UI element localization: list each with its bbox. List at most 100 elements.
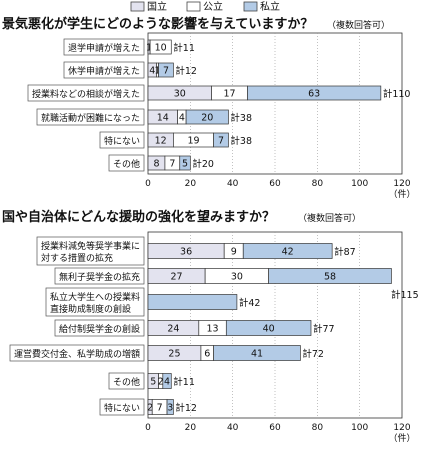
segment-value-label: 5 — [182, 159, 188, 170]
segment-value-label: 19 — [187, 136, 199, 147]
category-label: 退学申請が増えた — [68, 42, 140, 54]
total-label: 計38 — [230, 135, 252, 147]
category-label-box — [36, 236, 145, 266]
total-label: 計110 — [383, 88, 411, 100]
bar-segment-私立 — [268, 268, 392, 284]
total-label: 計11 — [173, 376, 195, 388]
total-label: 計77 — [313, 323, 335, 335]
segment-value-label: 25 — [168, 349, 180, 360]
category-label: 無利子奨学金の拡充 — [59, 271, 140, 283]
segment-value-label: 30 — [174, 89, 186, 100]
legend-label-private: 私立 — [260, 0, 280, 13]
category-label-box — [99, 131, 145, 149]
legend: 国立 公立 私立 — [130, 0, 280, 13]
category-label-box — [63, 61, 145, 79]
total-label: 計20 — [192, 158, 214, 170]
bar-segment-私立 — [162, 373, 172, 389]
bar-segment-私立 — [242, 243, 333, 259]
x-tick-label: 0 — [145, 423, 151, 433]
category-label-box — [9, 344, 145, 362]
segment-value-label: 58 — [324, 272, 336, 283]
category-label: 直接助成制度の創設 — [50, 303, 131, 315]
unit-label: （件） — [388, 188, 415, 200]
total-label: 計38 — [230, 112, 252, 124]
category-label-box — [54, 267, 145, 285]
segment-value-label: 7 — [218, 136, 224, 147]
total-label: 計87 — [334, 246, 356, 258]
category-label: 授業料などの相談が増えた — [32, 88, 140, 100]
segment-value-label: 8 — [153, 159, 159, 170]
bar-segment-私立 — [247, 85, 382, 101]
category-label: その他 — [113, 376, 140, 388]
category-label-box — [45, 287, 145, 317]
segment-value-label: 2 — [147, 403, 153, 414]
category-label: その他 — [113, 158, 140, 170]
chart1-plot: 0 20 40 60 80 100 120（件）退学申請が増えた 1 10 計11休学申請が増えた… — [27, 32, 416, 200]
category-label-box — [108, 372, 145, 390]
bar-segment-私立 — [213, 132, 229, 148]
segment-value-label: 36 — [180, 247, 192, 258]
segment-value-label: 7 — [169, 159, 175, 170]
x-tick-label: 120 — [393, 423, 410, 433]
segment-value-label: 42 — [282, 247, 294, 258]
category-label-box — [27, 84, 145, 102]
segment-value-label: 41 — [251, 349, 263, 360]
x-tick-label: 0 — [145, 179, 151, 189]
chart2-title: 国や自治体にどんな援助の強化を望みますか？ — [2, 209, 275, 225]
segment-value-label: 1 — [146, 43, 152, 54]
x-tick-label: 40 — [227, 423, 239, 433]
category-label: 私立大学生への授業料 — [50, 291, 140, 303]
category-label: 運営費交付金、私学助成の増額 — [14, 348, 140, 360]
chart1-title: 景気悪化が学生にどのような影響を与えていますか？ — [2, 16, 313, 32]
segment-value-label: 4 — [149, 66, 155, 77]
bar-segment-私立 — [179, 155, 191, 171]
legend-swatch-public — [186, 1, 201, 12]
segment-value-label: 3 — [167, 403, 173, 414]
category-label-box — [99, 398, 145, 416]
bar-segment-私立 — [147, 294, 238, 310]
x-tick-label: 60 — [269, 423, 281, 433]
category-label: 給付制奨学金の創設 — [59, 323, 140, 335]
bar-segment-私立 — [185, 109, 229, 125]
unit-label: （件） — [388, 432, 415, 444]
legend-swatch-private — [243, 1, 258, 12]
total-label: 計12 — [175, 402, 197, 414]
total-label: 計42 — [239, 297, 261, 309]
segment-value-label: 13 — [207, 324, 219, 335]
x-tick-label: 20 — [185, 423, 197, 433]
category-label-box — [36, 108, 145, 126]
x-tick-label: 20 — [185, 179, 197, 189]
segment-value-label: 4 — [164, 377, 170, 388]
bar-segment-私立 — [166, 399, 174, 415]
legend-label-public: 公立 — [203, 0, 223, 13]
legend-label-national: 国立 — [147, 0, 167, 13]
category-label-box — [108, 154, 145, 172]
x-tick-label: 60 — [269, 179, 281, 189]
segment-value-label: 30 — [231, 272, 243, 283]
x-tick-label: 120 — [393, 179, 410, 189]
total-label: 計72 — [302, 348, 324, 360]
segment-value-label: 12 — [155, 136, 167, 147]
segment-value-label: 4 — [179, 113, 185, 124]
bar-segment-私立 — [225, 320, 312, 336]
category-label: 休学申請が増えた — [68, 65, 140, 77]
total-label: 計11 — [173, 42, 195, 54]
segment-value-label: 5 — [150, 377, 156, 388]
segment-value-label: 27 — [171, 272, 183, 283]
segment-value-label: 20 — [201, 113, 213, 124]
total-label: 計115 — [391, 289, 419, 301]
segment-value-label: 7 — [163, 66, 169, 77]
segment-value-label: 6 — [204, 349, 210, 360]
category-label-box — [54, 319, 145, 337]
legend-swatch-national — [130, 1, 145, 12]
total-label: 計12 — [175, 65, 197, 77]
segment-value-label: 63 — [308, 89, 320, 100]
segment-value-label: 24 — [167, 324, 179, 335]
segment-value-label: 14 — [157, 113, 169, 124]
category-label: 就職活動が困難になった — [41, 112, 140, 124]
chart1-subtitle: （複数回答可） — [327, 19, 390, 31]
x-tick-label: 40 — [227, 179, 239, 189]
segment-value-label: 1 — [155, 66, 161, 77]
